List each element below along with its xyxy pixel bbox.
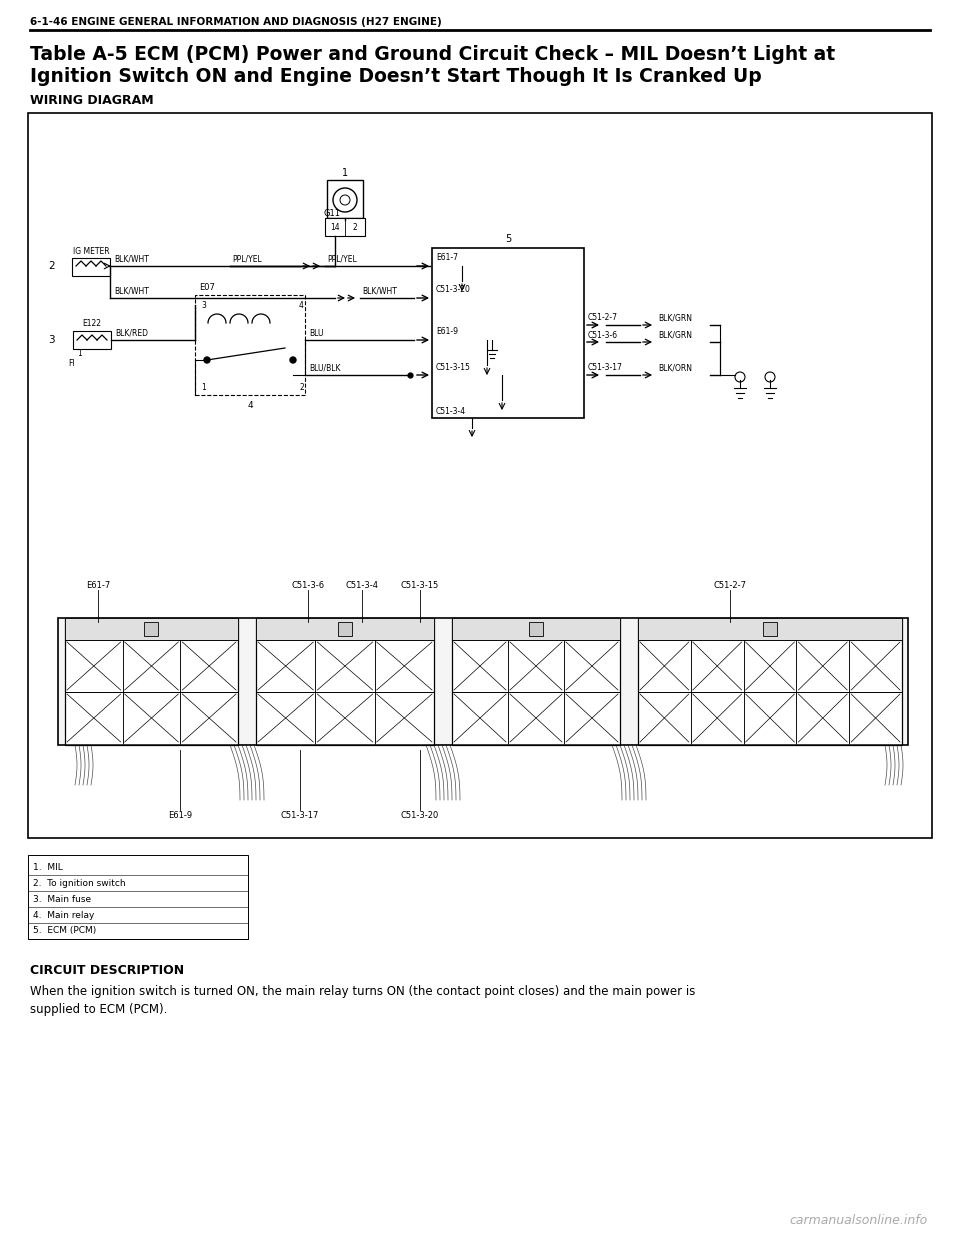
Text: 1.  MIL: 1. MIL bbox=[33, 862, 62, 872]
Text: IG METER: IG METER bbox=[73, 247, 109, 256]
Text: 5: 5 bbox=[505, 233, 511, 245]
Text: E122: E122 bbox=[83, 320, 102, 329]
Bar bbox=[638, 618, 902, 745]
Text: 2: 2 bbox=[352, 222, 357, 231]
Text: Ignition Switch ON and Engine Doesn’t Start Though It Is Cranked Up: Ignition Switch ON and Engine Doesn’t St… bbox=[30, 68, 761, 86]
Bar bbox=[432, 248, 584, 417]
Text: E61-9: E61-9 bbox=[436, 327, 458, 336]
Text: CIRCUIT DESCRIPTION: CIRCUIT DESCRIPTION bbox=[30, 963, 184, 977]
Text: BLK/GRN: BLK/GRN bbox=[658, 314, 692, 322]
Text: E61-7: E61-7 bbox=[85, 580, 110, 589]
Text: 6-1-46 ENGINE GENERAL INFORMATION AND DIAGNOSIS (H27 ENGINE): 6-1-46 ENGINE GENERAL INFORMATION AND DI… bbox=[30, 17, 442, 27]
Text: BLU: BLU bbox=[309, 329, 324, 337]
Text: C51-3-6: C51-3-6 bbox=[588, 331, 618, 340]
Bar bbox=[144, 622, 158, 636]
Text: 3.  Main fuse: 3. Main fuse bbox=[33, 894, 91, 904]
Bar bbox=[338, 622, 352, 636]
Bar bbox=[325, 219, 365, 236]
Text: supplied to ECM (PCM).: supplied to ECM (PCM). bbox=[30, 1004, 167, 1016]
Text: C51-2-7: C51-2-7 bbox=[713, 580, 747, 589]
Text: C51-3-17: C51-3-17 bbox=[281, 810, 319, 820]
Text: 2.  To ignition switch: 2. To ignition switch bbox=[33, 878, 126, 888]
Bar bbox=[65, 618, 238, 640]
Bar bbox=[73, 331, 111, 350]
Text: BLK/ORN: BLK/ORN bbox=[658, 363, 692, 373]
Text: BLK/GRN: BLK/GRN bbox=[658, 331, 692, 340]
Bar bbox=[72, 258, 110, 275]
Bar bbox=[195, 295, 305, 395]
Text: 4: 4 bbox=[299, 300, 304, 310]
Bar bbox=[452, 618, 620, 745]
Text: WIRING DIAGRAM: WIRING DIAGRAM bbox=[30, 95, 154, 107]
Bar bbox=[256, 618, 434, 745]
Bar bbox=[256, 618, 434, 640]
Text: E07: E07 bbox=[199, 284, 215, 293]
Text: PPL/YEL: PPL/YEL bbox=[232, 254, 262, 263]
Text: BLK/WHT: BLK/WHT bbox=[114, 254, 149, 263]
Text: BLK/WHT: BLK/WHT bbox=[362, 287, 396, 295]
Text: FI: FI bbox=[68, 358, 75, 368]
Text: 1: 1 bbox=[201, 383, 205, 391]
Text: BLK/RED: BLK/RED bbox=[115, 329, 148, 337]
Text: G11: G11 bbox=[323, 209, 340, 217]
Bar bbox=[763, 622, 777, 636]
Bar bbox=[65, 618, 238, 745]
Text: BLK/WHT: BLK/WHT bbox=[114, 287, 149, 295]
Text: 14: 14 bbox=[330, 222, 340, 231]
Text: E61-7: E61-7 bbox=[436, 253, 458, 263]
Text: 2: 2 bbox=[299, 383, 303, 391]
Text: BLU/BLK: BLU/BLK bbox=[309, 363, 341, 373]
Text: 3: 3 bbox=[201, 300, 205, 310]
Bar bbox=[638, 618, 902, 640]
Text: PPL/YEL: PPL/YEL bbox=[327, 254, 357, 263]
Text: Table A-5 ECM (PCM) Power and Ground Circuit Check – MIL Doesn’t Light at: Table A-5 ECM (PCM) Power and Ground Cir… bbox=[30, 46, 835, 64]
Text: C51-3-20: C51-3-20 bbox=[401, 810, 439, 820]
Circle shape bbox=[204, 357, 210, 363]
Circle shape bbox=[290, 357, 296, 363]
Bar bbox=[58, 618, 908, 745]
Text: E61-9: E61-9 bbox=[168, 810, 192, 820]
Text: 1: 1 bbox=[77, 350, 82, 358]
Text: C51-3-15: C51-3-15 bbox=[436, 363, 470, 372]
Bar bbox=[28, 855, 248, 939]
Text: 4: 4 bbox=[247, 400, 252, 410]
Bar bbox=[452, 618, 620, 640]
Text: 2: 2 bbox=[49, 261, 56, 270]
Text: 3: 3 bbox=[48, 335, 55, 345]
Text: C51-3-17: C51-3-17 bbox=[588, 363, 623, 373]
Text: 5.  ECM (PCM): 5. ECM (PCM) bbox=[33, 926, 96, 935]
Text: 1: 1 bbox=[342, 168, 348, 178]
Bar bbox=[327, 180, 363, 219]
Text: carmanualsonline.info: carmanualsonline.info bbox=[790, 1214, 928, 1226]
Text: C51-2-7: C51-2-7 bbox=[588, 314, 618, 322]
Text: C51-3-20: C51-3-20 bbox=[436, 285, 470, 294]
Text: C51-3-6: C51-3-6 bbox=[292, 580, 324, 589]
Bar bbox=[28, 112, 932, 839]
Text: 4.  Main relay: 4. Main relay bbox=[33, 910, 94, 920]
Text: When the ignition switch is turned ON, the main relay turns ON (the contact poin: When the ignition switch is turned ON, t… bbox=[30, 986, 695, 999]
Text: C51-3-4: C51-3-4 bbox=[346, 580, 378, 589]
Text: C51-3-4: C51-3-4 bbox=[436, 406, 467, 415]
Text: C51-3-15: C51-3-15 bbox=[401, 580, 439, 589]
Bar bbox=[529, 622, 543, 636]
